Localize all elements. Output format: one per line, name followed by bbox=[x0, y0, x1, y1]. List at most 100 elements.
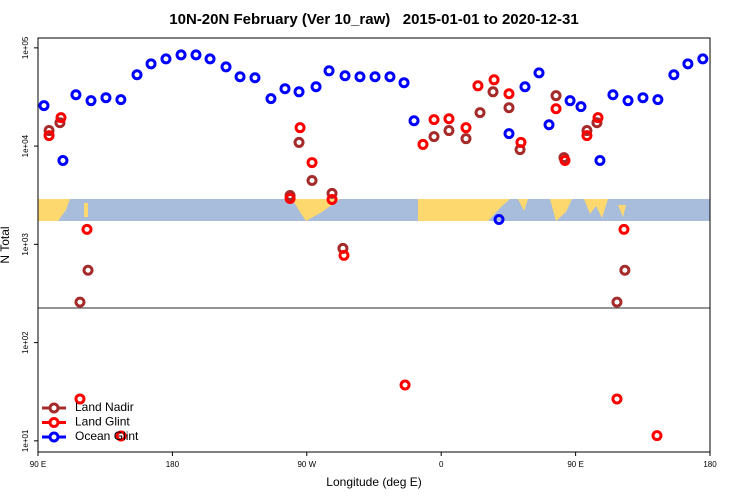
y-tick-label: 1e+02 bbox=[21, 331, 30, 354]
point bbox=[503, 88, 515, 100]
point bbox=[428, 114, 440, 126]
point bbox=[398, 77, 410, 89]
point bbox=[564, 95, 576, 107]
point bbox=[611, 296, 623, 308]
point bbox=[279, 83, 291, 95]
point bbox=[487, 86, 499, 98]
point bbox=[682, 58, 694, 70]
y-tick-label: 1e+03 bbox=[21, 233, 30, 256]
x-tick-label: 180 bbox=[166, 460, 180, 469]
point bbox=[460, 133, 472, 145]
point bbox=[474, 107, 486, 119]
point bbox=[82, 264, 94, 276]
point bbox=[417, 138, 429, 150]
point bbox=[550, 103, 562, 115]
x-tick-label: 90 W bbox=[297, 460, 316, 469]
point bbox=[443, 125, 455, 137]
point bbox=[74, 296, 86, 308]
point bbox=[70, 89, 82, 101]
point bbox=[339, 70, 351, 82]
point bbox=[559, 155, 571, 167]
point bbox=[85, 95, 97, 107]
legend-label: Ocean Glint bbox=[75, 429, 139, 443]
chart-title: 10N-20N February (Ver 10_raw) 2015-01-01… bbox=[169, 11, 578, 28]
point bbox=[74, 393, 86, 405]
point bbox=[220, 61, 232, 73]
point bbox=[249, 72, 261, 84]
point bbox=[326, 187, 338, 199]
point bbox=[472, 80, 484, 92]
point bbox=[293, 86, 305, 98]
point bbox=[43, 130, 55, 142]
point bbox=[503, 128, 515, 140]
point bbox=[460, 122, 472, 134]
point bbox=[697, 53, 709, 65]
point bbox=[581, 130, 593, 142]
point bbox=[306, 157, 318, 169]
legend-label: Land Nadir bbox=[75, 400, 134, 414]
point bbox=[611, 393, 623, 405]
x-tick-label: 0 bbox=[439, 460, 444, 469]
point bbox=[607, 89, 619, 101]
point bbox=[591, 117, 603, 129]
point bbox=[323, 65, 335, 77]
point bbox=[326, 194, 338, 206]
point bbox=[38, 100, 50, 112]
legend-marker bbox=[48, 402, 60, 414]
y-tick-label: 1e+01 bbox=[21, 429, 30, 452]
point bbox=[294, 122, 306, 134]
point bbox=[619, 264, 631, 276]
point bbox=[384, 71, 396, 83]
point bbox=[428, 131, 440, 143]
legend-marker bbox=[48, 431, 60, 443]
point bbox=[293, 136, 305, 148]
point bbox=[550, 90, 562, 102]
point bbox=[131, 69, 143, 81]
x-tick-label: 180 bbox=[703, 460, 717, 469]
y-tick-label: 1e+05 bbox=[21, 36, 30, 59]
point bbox=[190, 49, 202, 61]
point bbox=[115, 430, 127, 442]
point bbox=[443, 113, 455, 125]
point bbox=[622, 95, 634, 107]
point bbox=[515, 136, 527, 148]
point bbox=[575, 101, 587, 113]
y-tick-label: 1e+04 bbox=[21, 134, 30, 157]
point bbox=[43, 125, 55, 137]
point bbox=[533, 67, 545, 79]
point bbox=[354, 71, 366, 83]
point bbox=[145, 58, 157, 70]
map-strip bbox=[38, 199, 710, 221]
legend-marker bbox=[48, 417, 60, 428]
point bbox=[652, 94, 664, 106]
point bbox=[651, 430, 663, 442]
point bbox=[81, 223, 93, 235]
point bbox=[594, 155, 606, 167]
point bbox=[543, 119, 555, 131]
point bbox=[668, 69, 680, 81]
x-tick-label: 90 E bbox=[567, 460, 583, 469]
x-axis-label: Longitude (deg E) bbox=[326, 475, 421, 489]
point bbox=[618, 223, 630, 235]
point bbox=[399, 379, 411, 391]
point bbox=[55, 112, 67, 124]
point bbox=[503, 102, 515, 114]
point bbox=[592, 112, 604, 124]
y-axis-label: N Total bbox=[0, 226, 12, 263]
point bbox=[637, 92, 649, 104]
point bbox=[488, 74, 500, 86]
point bbox=[204, 53, 216, 65]
plot-frame bbox=[37, 37, 711, 453]
point bbox=[160, 53, 172, 65]
point bbox=[175, 49, 187, 61]
point bbox=[581, 125, 593, 137]
point bbox=[369, 71, 381, 83]
legend-label: Land Glint bbox=[75, 415, 130, 429]
point bbox=[100, 92, 112, 104]
point bbox=[234, 71, 246, 83]
point bbox=[310, 81, 322, 93]
point bbox=[306, 174, 318, 186]
point bbox=[115, 94, 127, 106]
point bbox=[284, 192, 296, 204]
